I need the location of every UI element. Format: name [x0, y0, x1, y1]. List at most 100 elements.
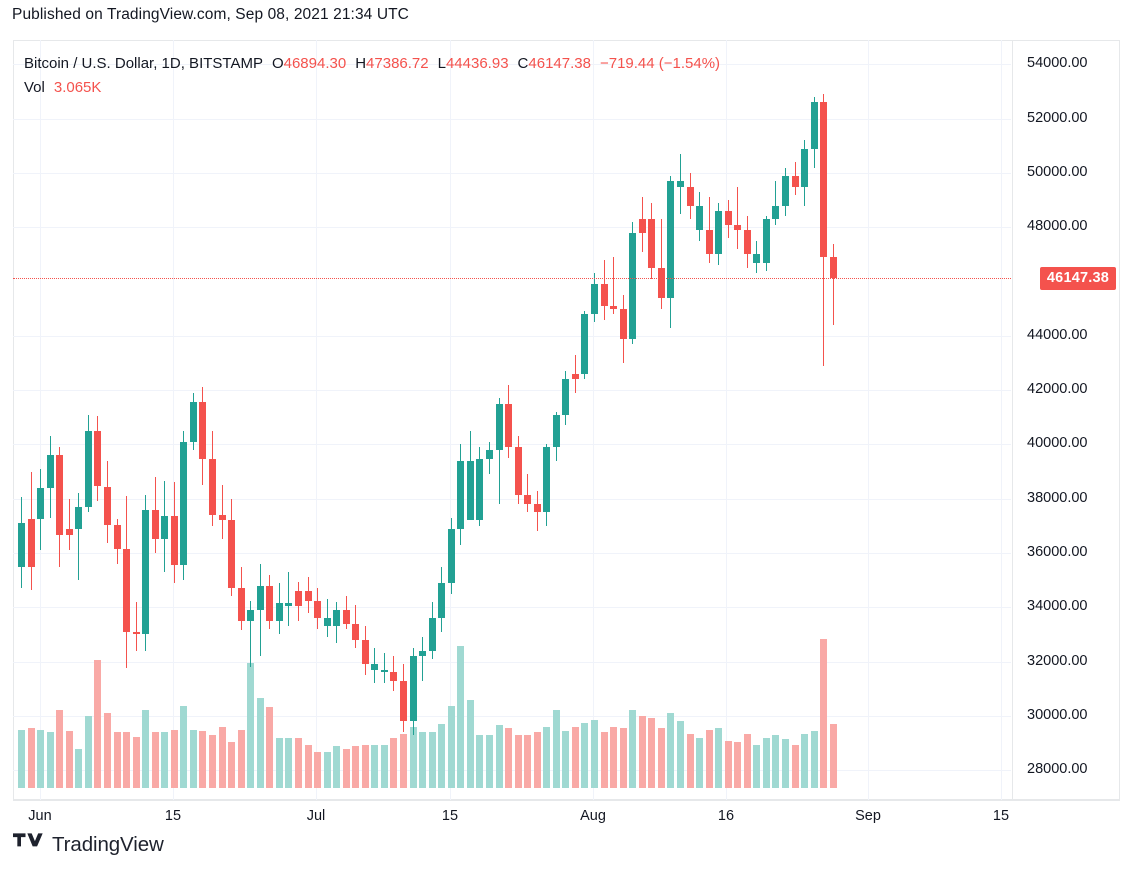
- price-axis[interactable]: 54000.00 52000.00 50000.00 48000.00 44000.00…: [1012, 40, 1120, 800]
- volume-bar: [151, 732, 159, 788]
- candle-body: [524, 494, 532, 505]
- volume-bar: [142, 710, 150, 788]
- candle-body: [113, 524, 121, 549]
- time-axis-tick-label: 16: [717, 808, 735, 824]
- candle-body: [314, 600, 322, 619]
- candle-body: [142, 509, 150, 635]
- candle-body: [103, 486, 111, 525]
- candle-body: [390, 672, 398, 681]
- time-axis-tick-label: Jun: [28, 808, 52, 824]
- current-price-badge: 46147.38: [1039, 266, 1116, 290]
- volume-bar: [762, 737, 770, 788]
- horizontal-gridline: [13, 553, 1011, 554]
- candle-body: [170, 516, 178, 566]
- candle-body: [419, 650, 427, 657]
- volume-bar: [820, 639, 828, 788]
- volume-bar: [829, 724, 837, 788]
- vertical-gridline: [173, 40, 174, 800]
- candle-wick: [660, 219, 662, 309]
- candle-wick: [613, 257, 615, 315]
- volume-bar: [285, 737, 293, 788]
- time-axis[interactable]: Jun 15 Jul 15 Aug 16 Sep 15: [13, 800, 1120, 830]
- vertical-gridline: [593, 40, 594, 800]
- candle-body: [533, 504, 541, 513]
- candle-body: [543, 447, 551, 513]
- candle-body: [151, 509, 159, 540]
- vertical-gridline: [316, 40, 317, 800]
- volume-bar: [466, 700, 474, 788]
- candle-body: [342, 610, 350, 624]
- candle-wick: [221, 485, 223, 540]
- candle-body: [361, 639, 369, 665]
- volume-bar: [600, 732, 608, 788]
- volume-bar: [123, 732, 131, 788]
- candle-body: [457, 460, 465, 529]
- volume-bar: [275, 737, 283, 788]
- candle-wick: [135, 601, 137, 651]
- candle-body: [84, 430, 92, 507]
- candle-body: [37, 487, 45, 520]
- volume-bar: [657, 728, 665, 788]
- candle-wick: [288, 572, 290, 627]
- volume-bar: [476, 735, 484, 788]
- candle-wick: [708, 197, 710, 263]
- volume-bar: [170, 729, 178, 788]
- volume-bar: [801, 733, 809, 788]
- candle-wick: [737, 186, 739, 249]
- horizontal-gridline: [13, 498, 1011, 500]
- horizontal-gridline: [13, 715, 1011, 717]
- candle-body: [447, 528, 455, 583]
- volume-bar: [132, 736, 140, 788]
- candle-wick: [422, 637, 424, 681]
- volume-bar: [228, 742, 236, 788]
- price-axis-tick-label: 36000.00: [1027, 544, 1088, 560]
- candle-wick: [383, 653, 385, 684]
- volume-bar: [581, 722, 589, 788]
- volume-bar: [361, 744, 369, 788]
- volume-bar: [562, 730, 570, 788]
- candle-body: [209, 459, 216, 515]
- vertical-gridline: [40, 40, 41, 800]
- volume-bar: [18, 729, 25, 788]
- horizontal-gridline: [13, 390, 1011, 392]
- volume-bar: [543, 726, 551, 788]
- volume-bar: [94, 660, 102, 788]
- volume-bar: [342, 749, 350, 788]
- volume-bar: [37, 729, 45, 788]
- volume-bar: [27, 728, 35, 788]
- candle-body: [123, 548, 131, 632]
- volume-bar: [485, 735, 493, 788]
- volume-bar: [696, 737, 704, 788]
- volume-bar: [352, 746, 360, 788]
- price-axis-tick-label: 38000.00: [1027, 489, 1088, 506]
- candle-body: [352, 623, 360, 640]
- price-axis-tick-label: 48000.00: [1027, 218, 1088, 235]
- volume-bar: [457, 646, 465, 788]
- candle-body: [801, 148, 809, 187]
- time-axis-tick-label: Aug: [580, 808, 606, 824]
- volume-bar: [533, 732, 541, 788]
- candle-body: [676, 181, 684, 187]
- chart-plot-area[interactable]: [13, 40, 1011, 800]
- candle-body: [619, 308, 627, 339]
- candle-body: [715, 211, 723, 255]
- volume-bar: [419, 732, 427, 788]
- vertical-gridline: [450, 40, 451, 800]
- horizontal-gridline: [13, 661, 1011, 663]
- candle-body: [323, 618, 331, 627]
- volume-bar: [772, 735, 780, 788]
- volume-bar: [380, 744, 388, 788]
- volume-bar: [676, 721, 684, 788]
- candle-body: [495, 403, 503, 450]
- volume-bar: [75, 749, 83, 788]
- candle-wick: [498, 398, 500, 505]
- candle-body: [132, 631, 140, 635]
- current-price-line: [13, 277, 1011, 279]
- candle-body: [94, 430, 102, 487]
- volume-bar: [113, 732, 121, 788]
- price-axis-tick-label: 40000.00: [1027, 435, 1088, 452]
- candle-body: [762, 219, 770, 263]
- volume-bar: [247, 662, 255, 788]
- volume-bar: [648, 718, 656, 788]
- candle-body: [753, 254, 761, 263]
